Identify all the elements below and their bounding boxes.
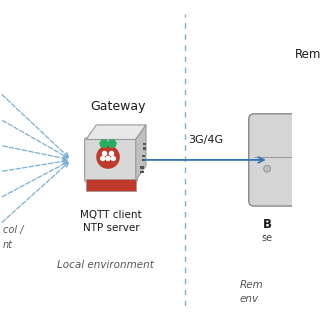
Text: Gateway: Gateway [91, 100, 146, 113]
Bar [143, 143, 146, 145]
Text: col /: col / [3, 225, 23, 235]
Bar [142, 159, 145, 161]
Text: 3G/4G: 3G/4G [188, 135, 223, 145]
Polygon shape [86, 125, 146, 140]
Circle shape [108, 140, 116, 148]
Bar [142, 155, 145, 157]
Circle shape [264, 165, 271, 172]
Circle shape [111, 156, 115, 161]
Bar [140, 166, 144, 169]
Text: se: se [261, 233, 273, 243]
Text: Local environment: Local environment [57, 260, 154, 270]
Polygon shape [136, 125, 146, 180]
Text: nt: nt [3, 240, 13, 250]
FancyBboxPatch shape [85, 138, 137, 182]
Text: Rem: Rem [239, 280, 263, 290]
Bar [143, 148, 146, 150]
Circle shape [109, 151, 114, 156]
Circle shape [101, 156, 105, 161]
Text: MQTT client
NTP server: MQTT client NTP server [80, 210, 142, 233]
Circle shape [100, 140, 108, 148]
Bar [140, 171, 144, 173]
Bar [86, 179, 136, 191]
Circle shape [97, 146, 119, 168]
Text: B: B [263, 218, 272, 231]
Text: env: env [239, 294, 259, 304]
Text: Rem: Rem [295, 48, 320, 61]
Circle shape [106, 156, 110, 161]
Circle shape [102, 151, 107, 156]
FancyBboxPatch shape [249, 114, 299, 206]
